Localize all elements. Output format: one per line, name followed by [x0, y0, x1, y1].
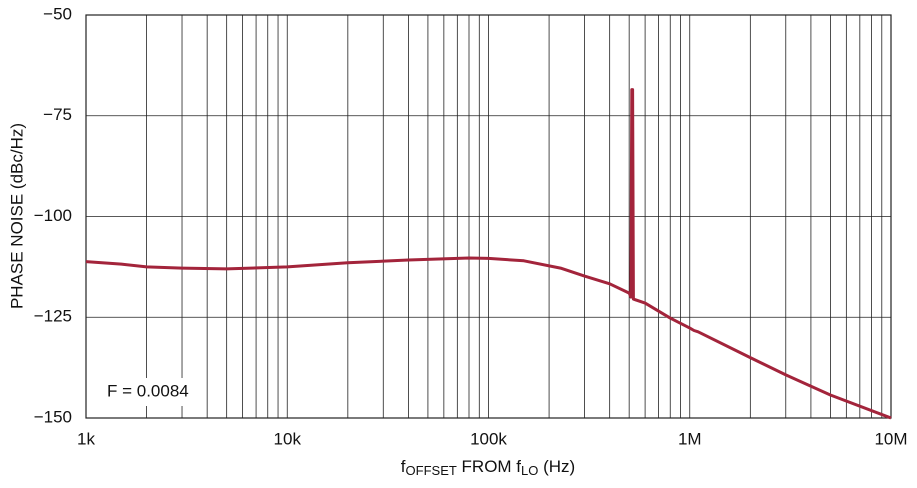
- x-tick-label: 10M: [874, 429, 907, 448]
- y-tick-label: −150: [34, 407, 72, 426]
- y-tick-label: −75: [43, 105, 72, 124]
- x-axis-label: fOFFSET FROM fLO (Hz): [401, 457, 575, 478]
- x-tick-label: 100k: [470, 429, 507, 448]
- x-tick-label: 1M: [678, 429, 702, 448]
- y-axis-label: PHASE NOISE (dBc/Hz): [7, 123, 26, 309]
- annotation: F = 0.0084: [107, 381, 189, 400]
- y-tick-label: −125: [34, 307, 72, 326]
- x-tick-label: 10k: [274, 429, 302, 448]
- annotation-box: [100, 378, 200, 406]
- x-tick-label: 1k: [77, 429, 95, 448]
- data-line: [85, 88, 892, 420]
- y-tick-label: −50: [43, 4, 72, 23]
- y-tick-label: −100: [34, 206, 72, 225]
